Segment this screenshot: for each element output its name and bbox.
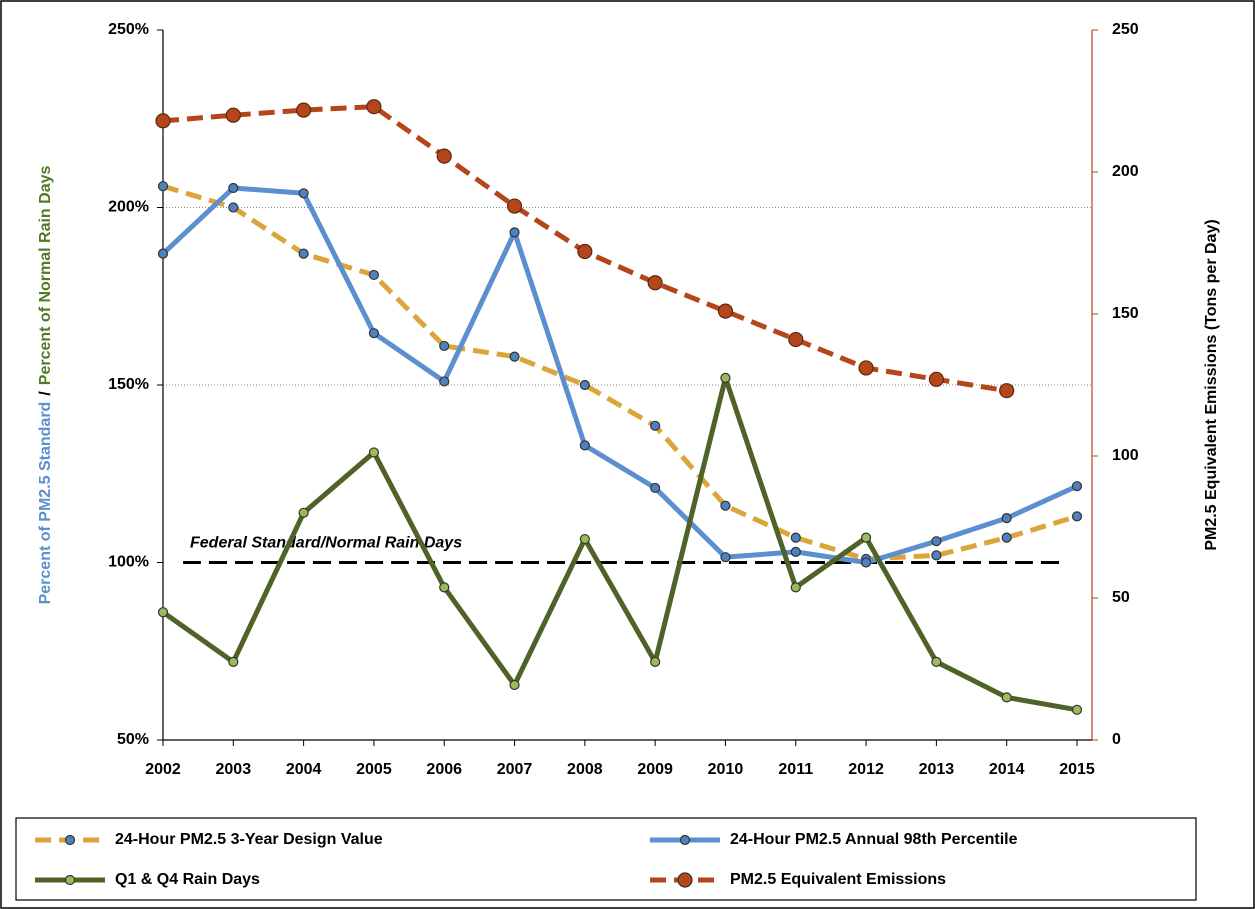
legend-label: Q1 & Q4 Rain Days — [115, 871, 260, 888]
legend-marker — [677, 872, 693, 888]
series-marker — [1071, 704, 1083, 715]
y-tick-label: 50% — [117, 731, 149, 748]
series-marker — [931, 656, 942, 668]
series-marker — [931, 536, 942, 547]
y-axis-label-part: Percent of PM2.5 Standard — [37, 402, 54, 605]
series-marker — [579, 379, 590, 391]
series-marker — [1071, 481, 1083, 492]
y2-tick-label: 100 — [1112, 447, 1139, 464]
y2-tick-label: 50 — [1112, 589, 1130, 606]
x-tick-label: 2002 — [145, 761, 181, 778]
series-marker — [366, 99, 382, 115]
series-marker — [439, 376, 450, 387]
y-axis-label: Percent of PM2.5 Standard / Percent of Nor… — [37, 166, 54, 605]
series-marker — [931, 550, 942, 561]
series-marker — [157, 607, 169, 618]
series-marker — [298, 188, 309, 199]
series-marker — [368, 447, 380, 458]
series-marker — [298, 248, 309, 259]
series-marker — [225, 107, 241, 123]
x-tick-label: 2009 — [637, 761, 673, 778]
series-marker — [999, 383, 1015, 399]
series-marker — [720, 552, 731, 563]
legend-marker — [64, 834, 76, 846]
x-tick-label: 2010 — [708, 761, 744, 778]
y2-tick-label: 200 — [1112, 163, 1139, 180]
series-marker — [296, 102, 312, 118]
series-marker — [157, 248, 169, 259]
reference-label: Federal Standard/Normal Rain Days — [190, 535, 462, 552]
x-tick-label: 2013 — [919, 761, 955, 778]
legend-marker — [64, 874, 76, 886]
x-tick-label: 2008 — [567, 761, 603, 778]
series-marker — [1001, 692, 1012, 703]
series-marker — [579, 440, 590, 451]
x-tick-label: 2004 — [286, 761, 322, 778]
y-tick-label: 100% — [108, 554, 149, 571]
y2-tick-label: 250 — [1112, 21, 1139, 38]
series-marker — [650, 482, 661, 494]
series-marker — [579, 533, 590, 545]
x-tick-label: 2012 — [848, 761, 884, 778]
series-marker — [647, 275, 663, 291]
series-marker — [1071, 511, 1083, 522]
series-marker — [790, 532, 801, 543]
series-marker — [1001, 532, 1012, 543]
series-marker — [228, 656, 239, 668]
series-marker — [858, 360, 874, 376]
series-marker — [368, 269, 380, 281]
legend-marker — [679, 834, 691, 846]
series-marker — [790, 582, 801, 593]
series-marker — [790, 546, 801, 557]
series-marker — [368, 328, 380, 339]
y2-axis-label: PM2.5 Equivalent Emissions (Tons per Day… — [1203, 219, 1220, 550]
series-marker — [720, 372, 731, 383]
y-tick-label: 250% — [108, 21, 149, 38]
legend-label: PM2.5 Equivalent Emissions — [730, 871, 946, 888]
x-tick-label: 2005 — [356, 761, 392, 778]
series-marker — [509, 227, 520, 238]
x-tick-label: 2014 — [989, 761, 1025, 778]
series-marker — [439, 582, 450, 593]
series-marker — [436, 148, 452, 164]
series-marker — [298, 507, 309, 518]
series-marker — [228, 202, 239, 213]
legend-label: 24-Hour PM2.5 3-Year Design Value — [115, 831, 383, 848]
y-axis-label-part: / — [37, 391, 54, 396]
series-marker — [928, 371, 944, 387]
series-marker — [860, 557, 872, 568]
x-tick-label: 2015 — [1059, 761, 1095, 778]
x-tick-label: 2006 — [426, 761, 462, 778]
series-marker — [509, 679, 520, 691]
series-line — [161, 375, 1078, 713]
series-marker — [506, 198, 523, 214]
series-marker — [717, 303, 734, 319]
series-marker — [860, 532, 872, 543]
x-tick-label: 2007 — [497, 761, 533, 778]
series-marker — [788, 331, 804, 348]
series-marker — [439, 340, 450, 352]
series-marker — [650, 420, 661, 431]
legend-label: 24-Hour PM2.5 Annual 98th Percentile — [730, 831, 1018, 848]
y2-tick-label: 150 — [1112, 305, 1139, 322]
series-line — [161, 185, 1079, 565]
series-marker — [157, 181, 169, 192]
series-marker — [720, 500, 731, 511]
y-axis-label-part: Percent of Normal Rain Days — [37, 166, 54, 386]
series-marker — [228, 182, 239, 194]
series-line — [162, 183, 1078, 562]
x-tick-label: 2003 — [216, 761, 252, 778]
legend-box — [15, 817, 1197, 901]
series-marker — [155, 113, 171, 129]
series-marker — [509, 351, 520, 362]
y-tick-label: 150% — [108, 376, 149, 393]
series-marker — [577, 243, 593, 260]
y2-tick-label: 0 — [1112, 731, 1121, 748]
series-marker — [1001, 513, 1012, 524]
y-tick-label: 200% — [108, 199, 149, 216]
series-marker — [650, 656, 661, 668]
x-tick-label: 2011 — [778, 761, 813, 778]
